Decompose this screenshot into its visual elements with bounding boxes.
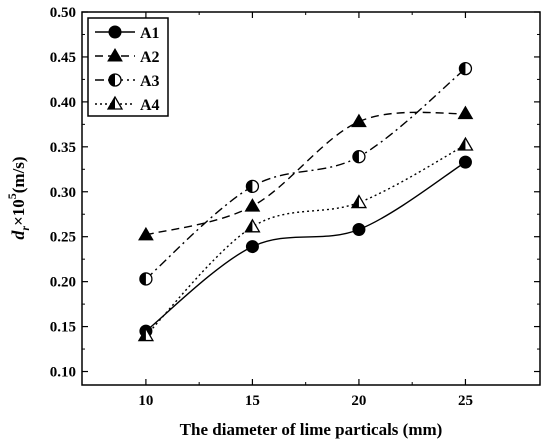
data-point-a1 [458, 155, 472, 169]
y-tick-label: 0.30 [50, 185, 76, 201]
data-point-a3 [245, 179, 260, 194]
data-point-a2 [351, 113, 367, 128]
y-tick-label: 0.45 [50, 50, 76, 66]
data-point-a2 [138, 226, 154, 241]
legend-label-a4: A4 [140, 97, 160, 114]
axis-ticks: 10 15 20 25 0.10 0.15 0.20 0.25 0.30 0.35 0.40 0.45… [50, 5, 540, 409]
y-axis-label-unit: (m/s) [9, 156, 28, 193]
series-line-a1 [145, 161, 466, 332]
legend-marker-a2 [107, 48, 123, 62]
data-point-a2 [457, 105, 474, 120]
legend-label-a3: A3 [140, 73, 160, 90]
y-tick-label: 0.15 [50, 320, 76, 336]
x-tick-label: 20 [351, 393, 366, 409]
y-tick-label: 0.10 [50, 365, 76, 381]
x-axis-label: The diameter of lime particals (mm) [180, 420, 443, 439]
legend: A1 A2 A3 A4 [87, 17, 169, 117]
data-point-a4 [350, 194, 368, 209]
y-axis-label-multiplier: ×10 [9, 199, 28, 226]
x-tick-label: 15 [245, 393, 260, 409]
x-tick-label: 10 [138, 393, 153, 409]
legend-marker-a4 [106, 95, 124, 110]
y-tick-label: 0.35 [50, 140, 76, 156]
legend-label-a2: A2 [140, 49, 160, 66]
series-a2 [138, 105, 474, 241]
legend-label-a1: A1 [140, 25, 160, 42]
series-line-a3 [145, 68, 466, 280]
data-point-a1 [245, 240, 259, 254]
legend-marker-a1 [108, 25, 122, 39]
y-axis-label: dr×105(m/s) [5, 156, 32, 239]
x-tick-label: 25 [458, 393, 473, 409]
data-point-a4 [244, 218, 261, 233]
y-tick-label: 0.25 [50, 230, 76, 246]
y-axis-label-symbol: d [8, 230, 28, 240]
series-line-a4 [145, 144, 466, 337]
y-tick-label: 0.20 [50, 275, 76, 291]
y-tick-label: 0.50 [50, 5, 76, 21]
data-point-a3 [458, 61, 473, 76]
series-a1 [139, 155, 472, 338]
y-tick-label: 0.40 [50, 95, 76, 111]
data-point-a3 [139, 272, 153, 286]
series-line-a2 [145, 111, 466, 236]
series-layer [137, 61, 474, 342]
y-axis-label-exponent: 5 [5, 193, 19, 199]
data-point-a4 [457, 136, 474, 151]
data-point-a2 [244, 198, 261, 212]
legend-box [87, 17, 169, 117]
y-axis-label-subscript: r [18, 226, 32, 231]
series-a3 [139, 61, 473, 286]
plot-frame [81, 11, 541, 386]
legend-marker-a3 [108, 73, 122, 87]
data-point-a1 [352, 223, 366, 237]
data-point-a4 [137, 327, 155, 342]
data-point-a3 [352, 150, 366, 164]
series-a4 [137, 136, 474, 342]
